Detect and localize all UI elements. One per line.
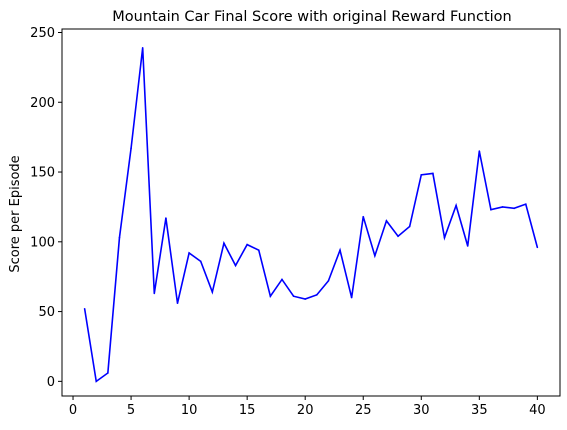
y-tick-label: 200 bbox=[30, 96, 55, 111]
data-point bbox=[501, 206, 504, 208]
x-tick-label: 15 bbox=[239, 403, 256, 418]
data-point bbox=[95, 380, 98, 383]
y-tick-label: 150 bbox=[30, 166, 55, 181]
data-point bbox=[374, 254, 376, 257]
data-point bbox=[153, 292, 156, 295]
y-tick-label: 100 bbox=[30, 235, 55, 250]
data-point bbox=[304, 298, 306, 300]
data-point bbox=[478, 150, 481, 152]
y-tick-label: 50 bbox=[38, 305, 55, 320]
data-point bbox=[443, 236, 446, 239]
data-point bbox=[385, 220, 388, 222]
data-point bbox=[83, 307, 86, 310]
plot-frame bbox=[61, 28, 561, 397]
x-tick-label: 40 bbox=[529, 403, 546, 418]
data-point bbox=[141, 47, 144, 49]
data-point bbox=[130, 147, 132, 150]
data-point bbox=[316, 294, 318, 296]
data-point bbox=[432, 172, 434, 175]
data-point bbox=[246, 243, 248, 246]
y-axis-label: Score per Episode bbox=[8, 155, 23, 272]
data-point bbox=[536, 246, 539, 249]
series-points bbox=[83, 47, 539, 383]
x-tick-label: 0 bbox=[69, 403, 77, 418]
chart-title: Mountain Car Final Score with original R… bbox=[112, 9, 511, 25]
data-point bbox=[524, 203, 527, 205]
data-point bbox=[362, 215, 365, 218]
data-point bbox=[466, 245, 469, 247]
data-point bbox=[234, 264, 237, 267]
x-tick-label: 5 bbox=[127, 403, 135, 418]
data-point bbox=[339, 249, 341, 251]
data-point bbox=[257, 249, 260, 251]
x-axis: 0 5 10 15 20 25 30 35 40 bbox=[69, 396, 546, 418]
y-tick-label: 250 bbox=[30, 26, 55, 41]
data-point bbox=[211, 291, 214, 293]
data-point bbox=[490, 208, 492, 211]
y-axis: 0 50 100 150 200 250 bbox=[30, 26, 62, 390]
x-tick-label: 30 bbox=[413, 403, 430, 418]
y-tick-label: 0 bbox=[47, 375, 55, 390]
x-tick-label: 10 bbox=[181, 403, 198, 418]
data-point bbox=[408, 225, 411, 228]
data-point bbox=[350, 296, 353, 299]
data-point bbox=[513, 207, 515, 210]
data-point bbox=[188, 252, 190, 254]
x-tick-label: 20 bbox=[297, 403, 314, 418]
score-series-line bbox=[83, 47, 539, 383]
data-point bbox=[455, 204, 457, 207]
data-point bbox=[292, 295, 295, 298]
data-point bbox=[223, 242, 225, 244]
x-tick-label: 35 bbox=[471, 403, 488, 418]
data-point bbox=[176, 302, 179, 305]
data-point bbox=[420, 174, 423, 176]
x-tick-label: 25 bbox=[355, 403, 372, 418]
data-point bbox=[269, 295, 272, 298]
data-point bbox=[165, 217, 167, 219]
data-point bbox=[281, 278, 283, 281]
data-point bbox=[118, 236, 121, 239]
data-point bbox=[397, 235, 399, 238]
data-point bbox=[199, 260, 202, 263]
data-point bbox=[107, 372, 109, 374]
data-point bbox=[327, 280, 330, 282]
